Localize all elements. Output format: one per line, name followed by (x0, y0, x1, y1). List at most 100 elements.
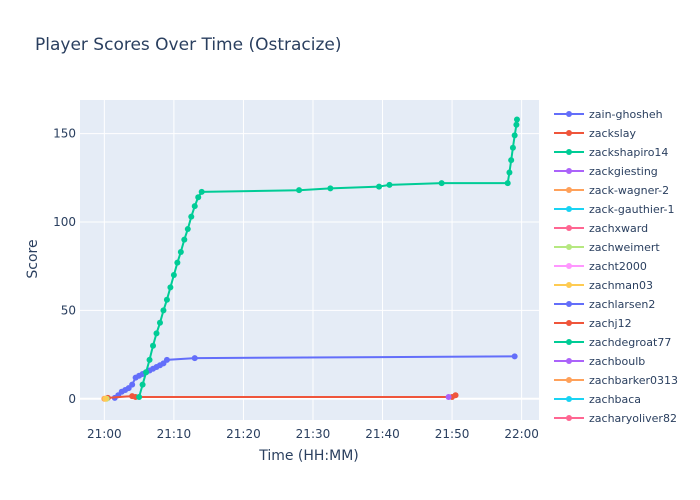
legend-label: zackslay (589, 127, 636, 140)
legend-label: zachdegroat77 (589, 336, 671, 349)
legend-item[interactable]: zackslay (554, 127, 636, 140)
data-point (296, 187, 303, 194)
legend-label: zacharyoliver82 (589, 412, 677, 425)
y-tick-label: 100 (53, 215, 76, 229)
legend-item[interactable]: zackshapiro14 (554, 146, 668, 159)
legend-label: zachj12 (589, 317, 632, 330)
data-point (506, 169, 513, 176)
legend-label: zain-ghosheh (589, 108, 663, 121)
legend-label: zachxward (589, 222, 648, 235)
data-point (174, 259, 181, 266)
data-point (198, 188, 205, 195)
x-axis-title: Time (HH:MM) (258, 448, 359, 464)
data-point (438, 180, 445, 187)
data-point (188, 213, 195, 220)
data-point (184, 226, 191, 233)
legend-item[interactable]: zacharyoliver82 (554, 412, 677, 425)
legend-marker (566, 168, 572, 174)
x-tick-label: 21:00 (87, 427, 122, 441)
legend-item[interactable]: zachboulb (554, 355, 645, 368)
data-point (160, 307, 167, 314)
y-axis-title: Score (25, 239, 41, 278)
data-point (327, 185, 334, 192)
legend-item[interactable]: zack-gauthier-1 (554, 203, 675, 216)
x-tick-label: 21:20 (226, 427, 261, 441)
legend-marker (566, 415, 572, 421)
data-point (513, 116, 520, 123)
data-point (445, 394, 452, 401)
legend-item[interactable]: zachman03 (554, 279, 653, 292)
data-point (163, 296, 170, 303)
legend-item[interactable]: zachbaca (554, 393, 641, 406)
legend-marker (566, 263, 572, 269)
legend-item[interactable]: zain-ghosheh (554, 108, 663, 121)
data-point (191, 355, 198, 362)
data-point (153, 330, 160, 337)
y-ticks: 0 50 100 150 (53, 127, 76, 406)
legend-item[interactable]: zack-wagner-2 (554, 184, 669, 197)
legend-marker (566, 358, 572, 364)
legend-item[interactable]: zackgiesting (554, 165, 658, 178)
legend-item[interactable]: zachlarsen2 (554, 298, 655, 311)
legend-item[interactable]: zachbarker0313 (554, 374, 678, 387)
series-zachman03 (102, 395, 109, 402)
data-point (376, 183, 383, 190)
x-ticks: 21:00 21:10 21:20 21:30 21:40 21:50 22:00 (87, 427, 539, 441)
legend-label: zackshapiro14 (589, 146, 668, 159)
legend-label: zachbarker0313 (589, 374, 678, 387)
data-point (143, 369, 150, 376)
data-point (191, 203, 198, 210)
legend-marker (566, 187, 572, 193)
series-zackgiesting (445, 394, 452, 401)
legend-marker (566, 339, 572, 345)
x-tick-label: 21:40 (365, 427, 400, 441)
legend[interactable]: zain-ghosheh zackslay zackshapiro14 zackgie… (554, 108, 678, 425)
data-point (386, 181, 393, 188)
data-point (181, 236, 188, 243)
series-layer (101, 116, 520, 402)
legend-label: zackgiesting (589, 165, 658, 178)
legend-marker (566, 111, 572, 117)
legend-label: zachbaca (589, 393, 641, 406)
data-point (509, 144, 516, 151)
legend-marker (566, 206, 572, 212)
data-point (102, 395, 109, 402)
legend-marker (566, 301, 572, 307)
data-point (163, 356, 170, 363)
legend-item[interactable]: zachweimert (554, 241, 660, 254)
legend-marker (566, 149, 572, 155)
data-point (177, 249, 184, 256)
data-point (511, 132, 518, 139)
legend-item[interactable]: zachdegroat77 (554, 336, 671, 349)
data-point (508, 157, 515, 164)
data-point (170, 272, 177, 279)
data-point (195, 194, 202, 201)
data-point (452, 392, 459, 399)
x-tick-label: 21:50 (435, 427, 470, 441)
data-point (504, 180, 511, 187)
y-tick-label: 0 (68, 392, 76, 406)
legend-item[interactable]: zachj12 (554, 317, 632, 330)
series-zackshapiro14 (136, 116, 520, 401)
data-point (156, 319, 163, 326)
legend-marker (566, 282, 572, 288)
data-point (136, 394, 143, 401)
data-point (139, 381, 146, 388)
y-tick-label: 50 (61, 303, 76, 317)
y-tick-label: 150 (53, 127, 76, 141)
x-tick-label: 22:00 (504, 427, 539, 441)
data-point (150, 342, 157, 349)
data-point (167, 284, 174, 291)
legend-label: zachman03 (589, 279, 653, 292)
legend-item[interactable]: zacht2000 (554, 260, 647, 273)
data-point (511, 353, 518, 360)
x-tick-label: 21:30 (296, 427, 331, 441)
legend-label: zachweimert (589, 241, 660, 254)
legend-label: zachlarsen2 (589, 298, 655, 311)
legend-item[interactable]: zachxward (554, 222, 648, 235)
legend-marker (566, 320, 572, 326)
legend-label: zacht2000 (589, 260, 647, 273)
legend-marker (566, 377, 572, 383)
data-point (129, 381, 136, 388)
